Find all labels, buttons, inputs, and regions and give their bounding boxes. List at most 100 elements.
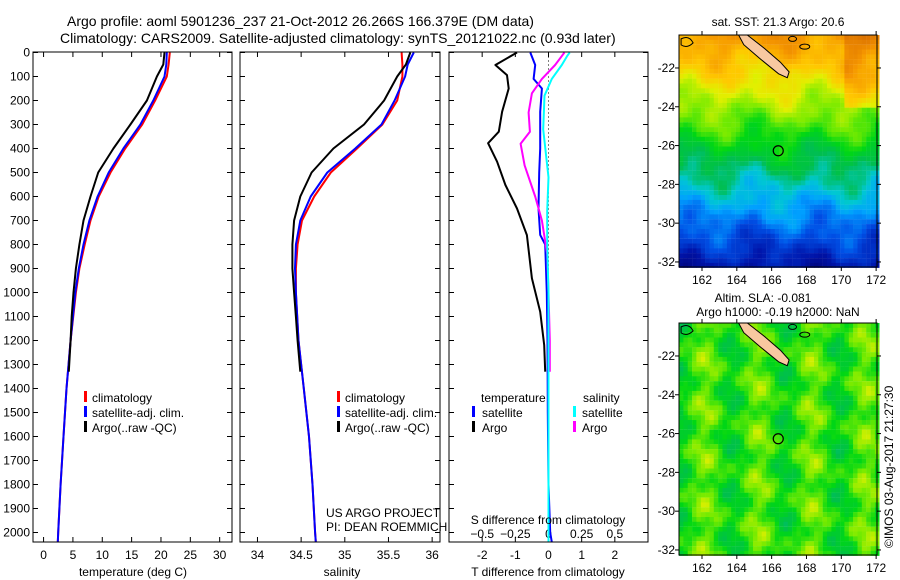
sst-cell — [718, 68, 723, 74]
sla-cell — [787, 342, 793, 348]
sst-cell — [861, 117, 867, 123]
sst-cell — [787, 146, 793, 152]
sst-cell — [735, 258, 741, 264]
sla-cell — [822, 463, 828, 469]
sla-cell — [848, 415, 854, 421]
sst-cell — [783, 35, 789, 40]
sst-cell — [805, 214, 810, 220]
sst-cell — [805, 248, 810, 254]
sla-cell — [770, 468, 775, 474]
sst-cell — [831, 98, 836, 103]
sla-cell — [709, 332, 715, 338]
sst-cell — [783, 233, 789, 239]
sst-cell — [853, 49, 858, 55]
sst-cell — [744, 146, 749, 152]
sst-cell — [792, 146, 797, 152]
sla-cell — [840, 327, 845, 333]
sla-cell — [818, 483, 823, 488]
sst-cell — [831, 44, 836, 50]
sla-cell — [857, 332, 863, 338]
sst-cell — [731, 73, 736, 79]
sst-cell — [770, 262, 775, 268]
sst-cell — [748, 127, 754, 133]
sla-cell — [809, 531, 815, 537]
sst-cell — [766, 136, 771, 142]
sla-cell — [735, 517, 741, 522]
sst-cell — [840, 209, 845, 215]
sst-cell — [857, 161, 863, 167]
sst-cell — [757, 209, 762, 215]
sst-cell — [731, 199, 736, 205]
sst-cell — [844, 253, 849, 259]
sla-cell — [809, 541, 815, 547]
sst-cell — [840, 224, 845, 230]
sla-cell — [831, 497, 836, 503]
sla-cell — [696, 458, 701, 464]
sla-cell — [835, 463, 841, 469]
sst-cell — [783, 112, 789, 118]
sst-cell — [718, 156, 723, 162]
sst-cell — [713, 195, 719, 200]
sst-cell — [822, 107, 828, 113]
sla-cell — [800, 434, 806, 440]
sst-cell — [722, 165, 728, 171]
sst-cell — [679, 35, 684, 40]
sst-cell — [683, 59, 688, 65]
sst-cell — [870, 253, 876, 259]
sla-cell — [748, 395, 754, 401]
lat-tick-label: -28 — [658, 177, 676, 191]
sla-cell — [840, 415, 845, 421]
legend-swatch-satellite — [84, 406, 87, 417]
sst-cell — [774, 141, 780, 147]
sst-cell — [696, 44, 701, 50]
sla-cell — [857, 536, 863, 542]
sst-cell — [744, 161, 749, 167]
sst-cell — [805, 146, 810, 152]
sla-cell — [844, 550, 849, 556]
sla-cell — [814, 468, 819, 474]
sla-cell — [744, 512, 749, 518]
sla-cell — [731, 415, 736, 421]
sla-cell — [809, 420, 815, 425]
sla-cell — [744, 390, 749, 396]
sla-cell — [709, 424, 715, 430]
sst-cell — [853, 141, 858, 147]
sst-cell — [705, 107, 710, 113]
sla-cell — [735, 415, 741, 421]
sst-cell — [692, 49, 697, 55]
sst-cell — [692, 44, 697, 50]
sla-cell — [792, 342, 797, 348]
sst-cell — [770, 175, 775, 181]
sla-cell — [731, 361, 736, 367]
sla-cell — [770, 453, 775, 459]
sst-cell — [800, 112, 806, 118]
sla-cell — [818, 550, 823, 556]
sst-cell — [735, 185, 741, 191]
sla-cell — [827, 361, 832, 367]
sla-cell — [709, 327, 715, 333]
sla-cell — [705, 546, 710, 552]
sla-cell — [805, 507, 810, 513]
sla-cell — [805, 342, 810, 348]
sla-cell — [783, 449, 789, 455]
sla-cell — [787, 487, 793, 493]
sst-cell — [770, 98, 775, 103]
sst-cell — [774, 107, 780, 113]
sla-cell — [696, 550, 701, 556]
sst-cell — [766, 64, 771, 70]
sla-cell — [739, 536, 745, 542]
sst-cell — [861, 73, 867, 79]
sst-cell — [814, 49, 819, 55]
sst-cell — [818, 229, 823, 234]
sla-cell — [796, 497, 802, 503]
sst-cell — [770, 136, 775, 142]
sla-cell — [814, 347, 819, 353]
sst-cell — [718, 78, 723, 84]
sla-cell — [748, 429, 754, 435]
sst-cell — [831, 136, 836, 142]
legend-swatch-climatology — [84, 391, 87, 402]
sla-cell — [770, 395, 775, 401]
sst-cell — [744, 229, 749, 234]
sst-cell — [835, 59, 841, 65]
sst-cell — [753, 224, 758, 230]
